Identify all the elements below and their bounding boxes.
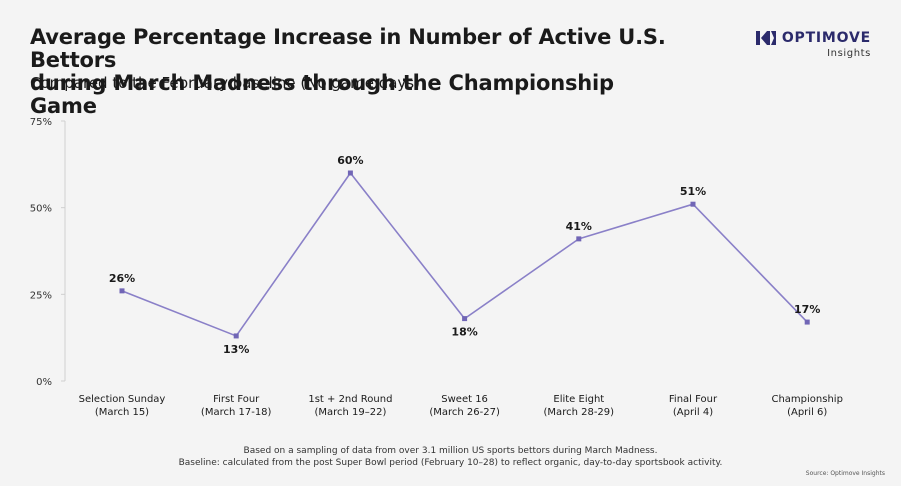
data-point-marker [119, 288, 125, 294]
x-category-label: 1st + 2nd Round [308, 394, 392, 405]
data-label: 18% [451, 326, 477, 339]
x-category-sublabel: (March 15) [95, 407, 149, 418]
data-label: 26% [109, 272, 135, 285]
x-category-sublabel: (March 19–22) [314, 407, 386, 418]
data-point-marker [576, 236, 582, 242]
y-tick-label: 25% [30, 290, 52, 301]
data-point-marker [804, 319, 810, 325]
data-point-marker [347, 170, 353, 176]
data-label: 13% [223, 343, 249, 356]
chart-title: Average Percentage Increase in Number of… [30, 26, 670, 118]
optimove-logo-icon [755, 31, 776, 45]
x-category-sublabel: (March 26-27) [429, 407, 500, 418]
chart-title-line-1: Average Percentage Increase in Number of… [30, 25, 666, 72]
footnote-line-2: Baseline: calculated from the post Super… [178, 458, 723, 468]
brand-logo: OPTIMOVE Insights [755, 30, 871, 59]
x-category-label: Sweet 16 [441, 394, 488, 405]
chart-title-line-2: during March Madness through the Champio… [30, 71, 614, 118]
data-label: 41% [566, 220, 592, 233]
y-tick-label: 50% [30, 204, 52, 215]
data-label: 17% [794, 303, 820, 316]
x-category-label: First Four [213, 394, 260, 405]
source-note: Source: Optimove Insights [805, 470, 885, 477]
x-category-sublabel: (March 17-18) [201, 407, 272, 418]
data-label: 51% [680, 185, 706, 198]
x-category-label: Elite Eight [553, 394, 604, 405]
x-category-label: Final Four [669, 394, 718, 405]
data-point-marker [233, 333, 239, 339]
brand-subtitle: Insights [827, 48, 871, 59]
chart-subtitle: Compared to the February baseline (No ga… [30, 74, 420, 92]
x-category-sublabel: (April 4) [673, 407, 713, 418]
footnote-line-1: Based on a sampling of data from over 3.… [243, 446, 658, 456]
x-category-label: Selection Sunday [79, 394, 166, 405]
x-category-label: Championship [771, 394, 842, 405]
y-tick-label: 75% [30, 117, 52, 128]
brand-name: OPTIMOVE [781, 30, 871, 46]
x-category-sublabel: (April 6) [787, 407, 827, 418]
y-tick-label: 0% [36, 377, 52, 388]
data-point-marker [690, 201, 696, 207]
data-label: 60% [337, 154, 363, 167]
data-point-marker [462, 316, 468, 322]
x-category-sublabel: (March 28-29) [544, 407, 615, 418]
